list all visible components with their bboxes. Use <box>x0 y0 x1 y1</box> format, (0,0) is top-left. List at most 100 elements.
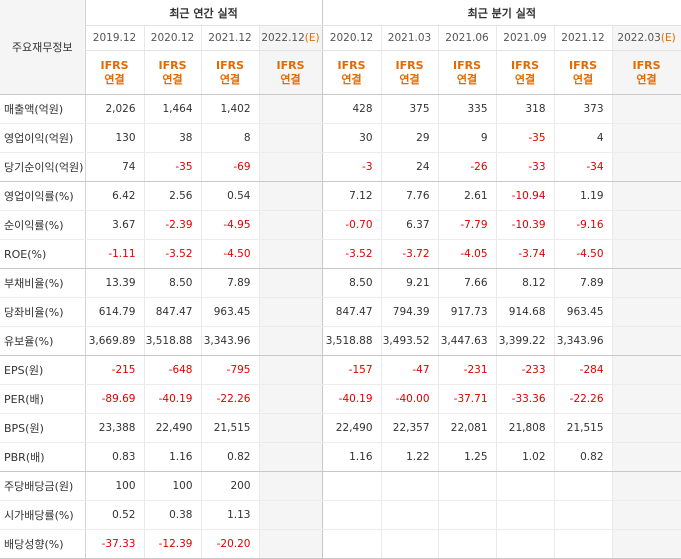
table-cell: 23,388 <box>85 413 145 443</box>
table-cell: -20.20 <box>201 529 260 559</box>
table-cell <box>259 268 323 298</box>
table-cell <box>259 500 323 530</box>
annual-period-header: 2021.12 <box>201 25 260 51</box>
table-cell: 7.12 <box>322 181 382 211</box>
table-cell <box>259 471 323 501</box>
row-label: 영업이익률(%) <box>0 181 86 211</box>
table-cell: 7.89 <box>201 268 260 298</box>
table-cell <box>259 529 323 559</box>
table-cell: 1.19 <box>554 181 613 211</box>
table-cell: 3,493.52 <box>381 326 439 356</box>
table-cell: -795 <box>201 355 260 385</box>
standard-ifrs: IFRS <box>395 58 424 72</box>
table-cell: 4 <box>554 123 613 153</box>
table-cell <box>259 239 323 269</box>
table-cell <box>259 384 323 414</box>
table-row: 당기순이익(억원) 74 -35 -69 -3 24 -26 -33 -34 <box>0 152 681 182</box>
standard-ifrs: IFRS <box>216 58 244 72</box>
table-cell: 30 <box>322 123 382 153</box>
table-cell: 963.45 <box>201 297 260 327</box>
accounting-standard-label: IFRS 연결 <box>201 50 260 95</box>
table-cell <box>381 471 439 501</box>
table-cell <box>259 152 323 182</box>
table-cell: 847.47 <box>144 297 202 327</box>
table-cell <box>612 123 681 153</box>
table-row: BPS(원) 23,388 22,490 21,515 22,490 22,357 22,0… <box>0 413 681 443</box>
standard-ifrs: IFRS <box>276 58 305 72</box>
period-label: 2021.09 <box>503 32 547 44</box>
period-label: 2022.03 <box>617 32 661 44</box>
table-cell: 1.13 <box>201 500 260 530</box>
standard-ifrs: IFRS <box>453 58 482 72</box>
row-label: 배당성향(%) <box>0 529 86 559</box>
table-cell: 963.45 <box>554 297 613 327</box>
table-cell: -7.79 <box>438 210 497 240</box>
table-cell: 2.61 <box>438 181 497 211</box>
table-cell: 8.50 <box>144 268 202 298</box>
table-cell: 7.66 <box>438 268 497 298</box>
table-cell: 1.16 <box>144 442 202 472</box>
table-cell: -4.95 <box>201 210 260 240</box>
accounting-standard-label: IFRS 연결 <box>144 50 202 95</box>
table-cell: -22.26 <box>201 384 260 414</box>
table-cell: 1.22 <box>381 442 439 472</box>
table-cell: 200 <box>201 471 260 501</box>
table-cell: 1.16 <box>322 442 382 472</box>
table-cell <box>259 123 323 153</box>
table-cell: 3,518.88 <box>322 326 382 356</box>
standard-consolidated: 연결 <box>514 72 536 86</box>
table-cell <box>381 500 439 530</box>
table-cell: -231 <box>438 355 497 385</box>
table-cell: 0.82 <box>554 442 613 472</box>
table-cell <box>438 529 497 559</box>
table-cell <box>259 413 323 443</box>
table-cell: 21,515 <box>201 413 260 443</box>
table-cell: -40.00 <box>381 384 439 414</box>
row-label: EPS(원) <box>0 355 86 385</box>
table-cell: 0.83 <box>85 442 145 472</box>
table-cell: 0.38 <box>144 500 202 530</box>
quarterly-period-header: 2020.12 <box>322 25 382 51</box>
table-cell: 22,357 <box>381 413 439 443</box>
table-cell: -284 <box>554 355 613 385</box>
table-cell <box>438 471 497 501</box>
table-row: 영업이익(억원) 130 38 8 30 29 9 -35 4 <box>0 123 681 153</box>
quarterly-period-header: 2021.06 <box>438 25 497 51</box>
table-cell: 335 <box>438 94 497 124</box>
table-cell: 3,343.96 <box>554 326 613 356</box>
table-cell: 3,447.63 <box>438 326 497 356</box>
table-cell <box>612 384 681 414</box>
table-cell: -47 <box>381 355 439 385</box>
row-label: ROE(%) <box>0 239 86 269</box>
standard-consolidated: 연결 <box>572 72 594 86</box>
accounting-standard-label: IFRS 연결 <box>612 50 681 95</box>
quarterly-period-header: 2021.09 <box>496 25 555 51</box>
table-cell: 38 <box>144 123 202 153</box>
table-cell: 1,402 <box>201 94 260 124</box>
table-cell: -9.16 <box>554 210 613 240</box>
table-cell: 0.82 <box>201 442 260 472</box>
period-label: 2020.12 <box>329 32 374 44</box>
table-cell: 2,026 <box>85 94 145 124</box>
table-cell: 847.47 <box>322 297 382 327</box>
table-row: 매출액(억원) 2,026 1,464 1,402 428 375 335 318 373 <box>0 94 681 124</box>
table-cell: 9 <box>438 123 497 153</box>
standard-ifrs: IFRS <box>100 58 129 72</box>
table-cell: 7.76 <box>381 181 439 211</box>
accounting-standard-row: IFRS 연결 IFRS 연결 IFRS 연결 IFRS 연결 IFRS 연결 IFRS 연결 IFRS… <box>0 50 681 95</box>
table-cell: 914.68 <box>496 297 555 327</box>
period-row: 2019.12 2020.12 2021.12 2022.12(E) 2020.12 20… <box>0 25 681 51</box>
standard-ifrs: IFRS <box>511 58 540 72</box>
table-cell: -0.70 <box>322 210 382 240</box>
table-cell: 373 <box>554 94 613 124</box>
table-cell <box>259 355 323 385</box>
table-cell <box>259 297 323 327</box>
period-label: 2021.12 <box>208 32 252 44</box>
table-cell <box>612 268 681 298</box>
table-cell: 1.02 <box>496 442 555 472</box>
period-label: 2020.12 <box>150 32 195 44</box>
table-cell: 794.39 <box>381 297 439 327</box>
table-cell: 3,399.22 <box>496 326 555 356</box>
table-cell <box>259 442 323 472</box>
table-cell: 8.12 <box>496 268 555 298</box>
